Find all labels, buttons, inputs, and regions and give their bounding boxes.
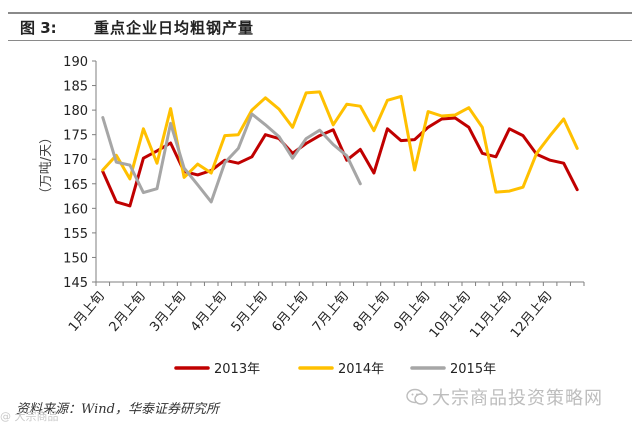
x-tick-label: 7月上旬 bbox=[310, 289, 352, 335]
x-tick-label: 11月上旬 bbox=[467, 289, 514, 341]
y-axis-label: （万吨/天） bbox=[39, 131, 54, 200]
y-tick-label: 150 bbox=[63, 251, 88, 266]
legend-label-3: 2015年 bbox=[450, 362, 496, 377]
series-line-2 bbox=[101, 90, 579, 194]
x-tick-label: 8月上旬 bbox=[351, 289, 393, 335]
y-tick-label: 190 bbox=[63, 55, 88, 70]
x-tick-label: 1月上旬 bbox=[66, 289, 108, 335]
y-tick-label: 175 bbox=[63, 129, 88, 144]
source-note: 资料来源：Wind，华泰证券研究所 bbox=[16, 402, 219, 417]
figure-title: 重点企业日均粗钢产量 bbox=[94, 19, 255, 37]
x-tick-label: 2月上旬 bbox=[107, 289, 149, 335]
figure-number: 图 3: bbox=[20, 19, 57, 37]
wechat-icon bbox=[406, 388, 428, 405]
series-line-3 bbox=[101, 112, 362, 204]
x-tick-label: 4月上旬 bbox=[188, 289, 230, 335]
y-tick-label: 160 bbox=[63, 202, 88, 217]
y-tick-label: 185 bbox=[63, 80, 88, 95]
corner-watermark: @ 大宗商品 bbox=[0, 410, 59, 423]
legend-label-1: 2013年 bbox=[214, 362, 260, 377]
x-tick-label: 9月上旬 bbox=[391, 289, 433, 335]
legend-label-2: 2014年 bbox=[338, 362, 384, 377]
x-tick-label: 3月上旬 bbox=[147, 289, 189, 335]
y-tick-label: 145 bbox=[63, 276, 88, 291]
x-tick-label: 6月上旬 bbox=[269, 289, 311, 335]
y-tick-label: 165 bbox=[63, 178, 88, 193]
x-tick-label: 10月上旬 bbox=[427, 289, 474, 341]
x-tick-label: 5月上旬 bbox=[229, 289, 271, 335]
watermark-text: 大宗商品投资策略网 bbox=[432, 388, 603, 409]
y-tick-label: 170 bbox=[63, 153, 88, 168]
watermark: 大宗商品投资策略网 bbox=[406, 386, 603, 409]
y-tick-label: 155 bbox=[63, 227, 88, 242]
figure-header: 图 3: 重点企业日均粗钢产量 bbox=[8, 12, 632, 41]
x-tick-label: 12月上旬 bbox=[508, 289, 555, 341]
y-tick-label: 180 bbox=[63, 104, 88, 119]
